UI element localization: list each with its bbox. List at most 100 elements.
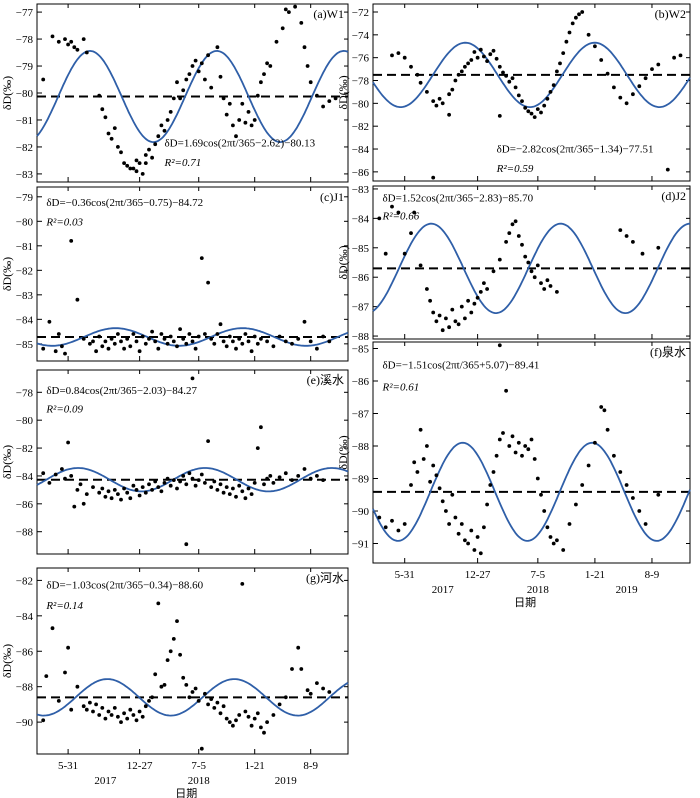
panel-1-data-point bbox=[265, 61, 269, 66]
panel-7-data-point bbox=[168, 649, 173, 654]
panel-5-data-point bbox=[277, 475, 282, 480]
panel-5-label: (e)溪水 bbox=[307, 373, 344, 387]
panel-2-ytick-label: −84 bbox=[352, 144, 370, 156]
panel-1-data-point bbox=[196, 69, 201, 74]
panel-1-r2: R²=0.71 bbox=[164, 157, 202, 169]
panel-3-data-point bbox=[221, 339, 226, 344]
panel-3-data-point bbox=[63, 351, 67, 356]
panel-1-data-point bbox=[215, 45, 220, 50]
panel-2-data-point bbox=[624, 101, 629, 106]
panel-2-data-point bbox=[402, 55, 407, 60]
panel-6-data-point bbox=[469, 528, 474, 533]
panel-1-data-point bbox=[81, 37, 86, 41]
panel-5-data-point bbox=[283, 471, 288, 476]
panel-2-data-point bbox=[466, 61, 470, 66]
panel-7-data-point bbox=[199, 746, 204, 751]
panel-3-data-point bbox=[147, 337, 151, 341]
panel-4-frame bbox=[372, 185, 691, 340]
panel-5-ytick-label: −86 bbox=[16, 499, 34, 511]
panel-3-data-point bbox=[165, 341, 170, 346]
panel-3-data-point bbox=[206, 280, 211, 285]
panel-6-data-point bbox=[513, 450, 518, 455]
panel-6-equation: δD=−1.51cos(2πt/365+5.07)−89.41 bbox=[383, 360, 540, 372]
panel-7-data-point bbox=[125, 716, 130, 721]
panel-1-data-point bbox=[140, 172, 145, 176]
panel-6-data-point bbox=[602, 408, 607, 413]
panel-2-data-point bbox=[494, 56, 499, 61]
panel-4-data-point bbox=[377, 216, 382, 221]
panel-7-data-point bbox=[109, 713, 114, 717]
panel-5-data-point bbox=[140, 485, 145, 489]
panel-1-data-point bbox=[171, 96, 176, 101]
panel-6-data-point bbox=[580, 483, 585, 487]
panel-5-data-point bbox=[218, 482, 223, 487]
panel-5-data-point bbox=[187, 471, 192, 476]
panel-1-data-point bbox=[234, 134, 238, 139]
panel-7-data-point bbox=[231, 723, 235, 728]
panel-5-data-point bbox=[109, 496, 114, 501]
panel-3-data-point bbox=[209, 337, 214, 341]
panel-3-data-point bbox=[159, 332, 164, 336]
panel-6-data-point bbox=[529, 437, 534, 442]
panel-4-r2: R²=0.66 bbox=[382, 211, 420, 223]
panel-2-data-point bbox=[450, 87, 455, 92]
panel-3-data-point bbox=[215, 332, 220, 336]
panel-1-fit-curve bbox=[36, 49, 349, 144]
panel-2-y-axis-label: δD(‰) bbox=[336, 75, 350, 109]
panel-5-data-point bbox=[240, 489, 245, 494]
panel-6-data-point bbox=[593, 440, 597, 445]
panel-3-label: (c)J1 bbox=[320, 190, 344, 204]
panel-1-data-point bbox=[243, 120, 248, 125]
panel-1-data-point bbox=[299, 21, 304, 25]
panel-4-data-point bbox=[504, 240, 508, 244]
panel-1-ytick-label: −83 bbox=[16, 169, 34, 181]
panel-3-y-axis-label: δD(‰) bbox=[0, 257, 14, 291]
panel-2-data-point bbox=[555, 69, 559, 74]
panel-1-data-point bbox=[97, 93, 102, 98]
panel-4-equation: δD=1.52cos(2πt/365−2.83)−85.70 bbox=[383, 192, 534, 204]
panel-1-data-point bbox=[41, 77, 46, 82]
panel-5-data-point bbox=[296, 474, 301, 478]
panel-7-ytick-label: −86 bbox=[16, 646, 34, 658]
panel-3-data-point bbox=[171, 339, 176, 344]
panel-3-data-point bbox=[249, 349, 254, 354]
panel-4-data-point bbox=[640, 251, 645, 256]
panel-2-data-point bbox=[453, 78, 458, 83]
panel-2-data-point bbox=[469, 58, 474, 62]
panel-6-x-axis-label: 日期 bbox=[514, 596, 536, 609]
panel-2-data-point bbox=[678, 53, 683, 58]
panel-3-data-point bbox=[178, 327, 183, 331]
panel-6-data-point bbox=[440, 499, 445, 504]
panel-5-data-point bbox=[137, 493, 142, 498]
panel-3-data-point bbox=[240, 341, 245, 346]
panel-6-data-point bbox=[415, 470, 420, 474]
panel-2-data-point bbox=[463, 64, 467, 69]
panel-7-data-point bbox=[178, 652, 183, 657]
panel-2-data-point bbox=[497, 64, 502, 69]
panel-4-data-point bbox=[485, 287, 489, 291]
panel-6-data-point bbox=[520, 453, 524, 458]
panel-4-data-point bbox=[396, 210, 401, 215]
panel-7-data-point bbox=[240, 582, 245, 586]
panel-6-data-point bbox=[456, 531, 461, 536]
panel-3-data-point bbox=[283, 339, 288, 344]
panel-4-ytick-label: −85 bbox=[352, 243, 370, 255]
panel-3-data-point bbox=[212, 341, 217, 346]
panel-1-data-point bbox=[156, 134, 161, 139]
panel-2-data-point bbox=[631, 92, 635, 97]
panel-4-data-point bbox=[431, 310, 436, 315]
panel-3-ytick-label: −85 bbox=[16, 339, 34, 351]
panel-2-data-point bbox=[510, 76, 515, 81]
panel-3-data-point bbox=[56, 332, 61, 336]
panel-2-data-point bbox=[529, 111, 534, 116]
panel-4-data-point bbox=[453, 319, 458, 324]
panel-1-data-point bbox=[134, 169, 139, 174]
panel-3-data-point bbox=[181, 337, 186, 341]
panel-3-data-point bbox=[259, 337, 263, 341]
panel-6-data-point bbox=[396, 528, 401, 533]
panel-7-data-point bbox=[290, 667, 294, 671]
panel-6-data-point bbox=[459, 522, 464, 526]
panel-7-data-point bbox=[97, 713, 102, 717]
panel-7-data-point bbox=[271, 713, 276, 717]
panel-7-x-axis-label: 日期 bbox=[175, 787, 197, 798]
